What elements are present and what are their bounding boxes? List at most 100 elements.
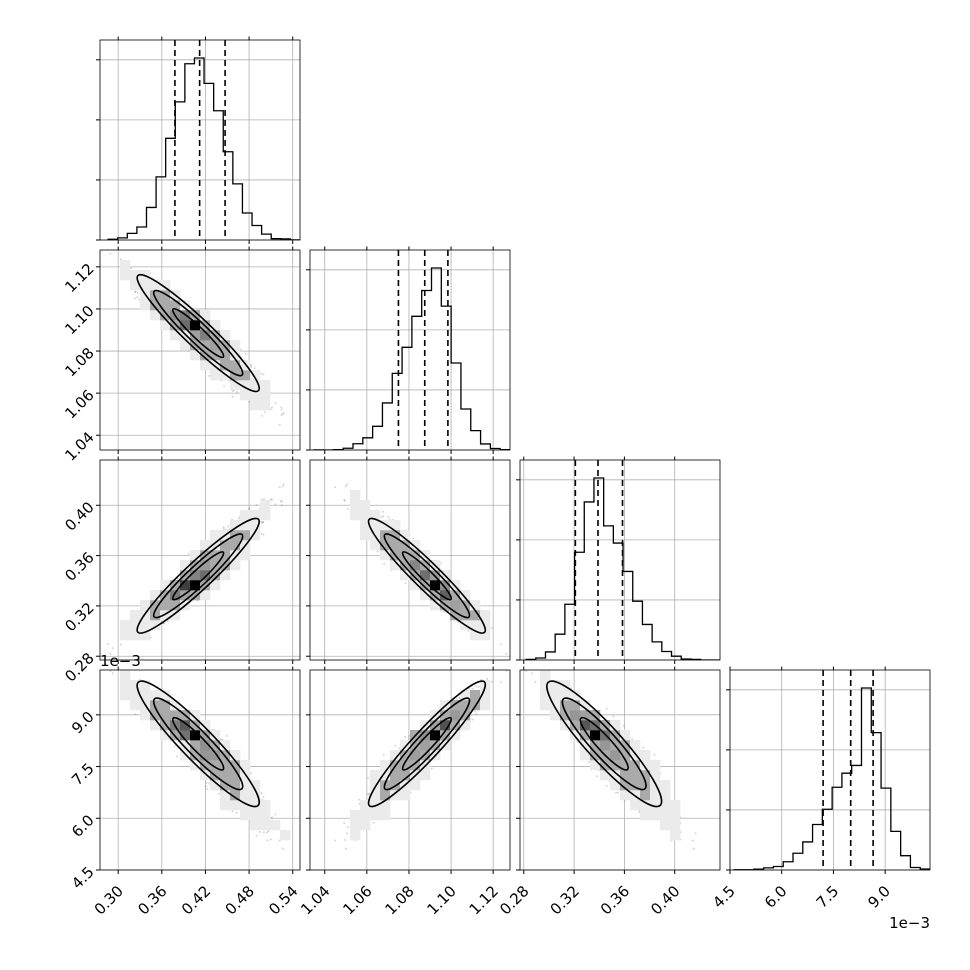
density-cell bbox=[430, 580, 441, 591]
density-cell bbox=[620, 730, 631, 741]
contour-2 bbox=[546, 680, 663, 808]
scatter-point bbox=[260, 372, 263, 375]
scatter-point bbox=[111, 647, 114, 650]
scatter-point bbox=[387, 516, 390, 518]
x-tick-label: 0.36 bbox=[597, 882, 633, 918]
x-tick-label: 1.12 bbox=[466, 882, 502, 918]
scatter-point bbox=[111, 672, 114, 675]
scatter-point bbox=[244, 353, 247, 356]
density-cell bbox=[140, 630, 151, 641]
density-cell bbox=[630, 760, 641, 771]
scatter-point bbox=[499, 643, 502, 646]
density-cell bbox=[120, 260, 131, 271]
density-cell bbox=[470, 690, 481, 701]
density-cell bbox=[620, 790, 631, 801]
density-cell bbox=[370, 520, 381, 531]
y-axis-2: 0.28 0.32 0.36 0.40 bbox=[61, 498, 97, 685]
x-axis-1: 1.04 1.06 1.08 1.10 1.12 bbox=[297, 882, 502, 918]
density-cell bbox=[140, 610, 151, 621]
density-cell bbox=[230, 560, 241, 571]
density-cell bbox=[380, 520, 391, 531]
scatter-point bbox=[174, 745, 177, 747]
scatter-point bbox=[119, 643, 122, 646]
density-cell bbox=[400, 550, 411, 561]
density-cell bbox=[160, 730, 171, 741]
density-cell bbox=[220, 550, 231, 561]
scatter-point bbox=[263, 831, 265, 834]
density-cell bbox=[200, 570, 211, 581]
density-cell bbox=[660, 780, 671, 791]
contour-0 bbox=[171, 307, 225, 359]
scatter-point bbox=[280, 406, 283, 409]
density-cell bbox=[160, 610, 171, 621]
scatter-point bbox=[266, 839, 269, 842]
scatter-point bbox=[208, 782, 211, 785]
density-cell bbox=[360, 800, 371, 811]
density-cell bbox=[410, 550, 421, 561]
density-cell bbox=[230, 350, 241, 361]
density-cell bbox=[150, 300, 161, 311]
x-tick-label: 1.04 bbox=[297, 882, 333, 918]
density-cell bbox=[170, 700, 181, 711]
scatter-point bbox=[250, 366, 253, 369]
panel-content bbox=[525, 670, 697, 850]
scatter-point bbox=[346, 832, 348, 835]
density-cell bbox=[430, 730, 441, 741]
density-cell bbox=[360, 510, 371, 521]
scatter-point bbox=[367, 776, 369, 779]
density-cell bbox=[350, 490, 361, 501]
hist-panel-1 bbox=[306, 246, 511, 454]
panel-content bbox=[109, 670, 291, 850]
scatter-point bbox=[262, 796, 265, 798]
x-axis-2: 0.28 0.32 0.36 0.40 bbox=[496, 882, 683, 918]
contour-0 bbox=[401, 551, 453, 601]
density-cell bbox=[190, 330, 201, 341]
x-tick-label: 0.32 bbox=[547, 882, 583, 918]
density-cell bbox=[370, 770, 381, 781]
density-cell bbox=[650, 770, 661, 781]
density-cell bbox=[600, 740, 611, 751]
scatter-point bbox=[231, 395, 234, 398]
scatter-point bbox=[534, 681, 537, 684]
density-cell bbox=[540, 680, 551, 691]
density-cell bbox=[480, 620, 491, 631]
scatter-point bbox=[260, 414, 263, 417]
density-cell bbox=[350, 810, 361, 821]
contour-1 bbox=[561, 697, 647, 791]
density-cell bbox=[370, 510, 381, 521]
density-cell bbox=[350, 820, 361, 831]
scatter-point bbox=[248, 508, 250, 511]
scatter-point bbox=[107, 643, 110, 645]
scatter-point bbox=[263, 498, 265, 501]
density-cell bbox=[250, 810, 261, 821]
panel-content bbox=[334, 670, 508, 850]
density-cell bbox=[210, 340, 221, 351]
contour-0 bbox=[579, 716, 629, 771]
contour-0 bbox=[401, 716, 453, 771]
scatter-point bbox=[267, 830, 270, 833]
density-cell bbox=[170, 300, 181, 311]
density-cell bbox=[430, 740, 441, 751]
density-cell bbox=[180, 320, 191, 331]
y-tick-label: 0.32 bbox=[61, 599, 97, 635]
scatter-point bbox=[605, 785, 608, 788]
density-cell bbox=[590, 760, 601, 771]
panel-frame bbox=[729, 669, 931, 871]
density-cell bbox=[650, 780, 661, 791]
scatter-point bbox=[358, 798, 360, 801]
density-cell bbox=[480, 700, 491, 711]
density-cell bbox=[580, 730, 591, 741]
scatter-point bbox=[411, 537, 414, 540]
scatter-point bbox=[505, 670, 508, 672]
panel-content bbox=[334, 483, 508, 655]
density-cell bbox=[150, 620, 161, 631]
density-cell bbox=[230, 780, 241, 791]
scatter-point bbox=[253, 367, 256, 370]
scatter-point bbox=[109, 670, 112, 672]
density-cell bbox=[390, 540, 401, 551]
scatter-panel-3-1 bbox=[306, 666, 511, 874]
scatter-point bbox=[622, 724, 625, 727]
density-cell bbox=[210, 760, 221, 771]
density-cell bbox=[440, 730, 451, 741]
scatter-point bbox=[222, 526, 225, 529]
